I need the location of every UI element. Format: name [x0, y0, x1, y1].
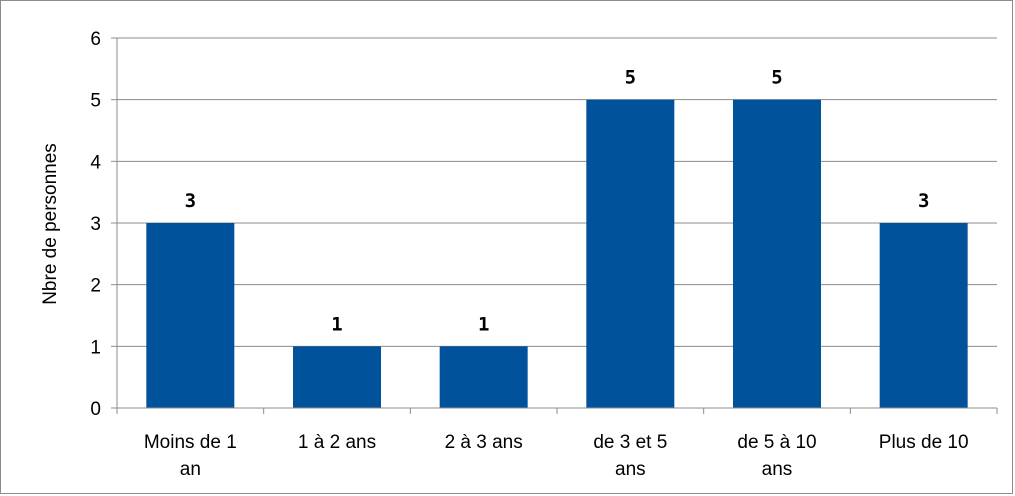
y-tick-label: 3	[90, 214, 101, 235]
data-label-1: 3	[185, 190, 196, 212]
x-category-label-4: de 3 et 5 ans	[593, 432, 667, 480]
bar-3	[439, 346, 528, 408]
bar-5	[733, 99, 821, 409]
x-category-label-6: Plus de 10	[879, 432, 969, 453]
data-label-3: 1	[478, 313, 489, 335]
bar-6	[879, 223, 968, 408]
y-tick-label: 4	[90, 152, 101, 173]
x-category-label-2: 1 à 2 ans	[298, 432, 376, 453]
y-tick-label: 6	[90, 29, 101, 50]
axes	[111, 37, 998, 414]
bars	[146, 99, 968, 409]
data-label-2: 1	[331, 313, 342, 335]
labels: 0 1 2 3 4 5 6 3 Moins de 1 an 1 1 à 2 ans 1 2 à 3 ans…	[90, 29, 968, 480]
y-tick-label: 1	[90, 337, 101, 358]
data-label-6: 3	[918, 190, 929, 212]
y-tick-label: 0	[90, 399, 101, 420]
data-label-5: 5	[771, 67, 782, 89]
x-category-label-5: de 5 à 10 ans	[737, 432, 816, 480]
y-axis-title: Nbre de personnes	[40, 143, 61, 305]
y-tick-label: 2	[90, 276, 101, 297]
x-category-label-3: 2 à 3 ans	[445, 432, 523, 453]
gridlines	[117, 37, 997, 347]
bar-2	[293, 346, 381, 408]
bar-4	[586, 99, 675, 409]
bar-1	[146, 223, 235, 408]
y-tick-label: 5	[90, 91, 101, 112]
x-category-label-1: Moins de 1 an	[144, 432, 237, 480]
data-label-4: 5	[625, 67, 636, 89]
